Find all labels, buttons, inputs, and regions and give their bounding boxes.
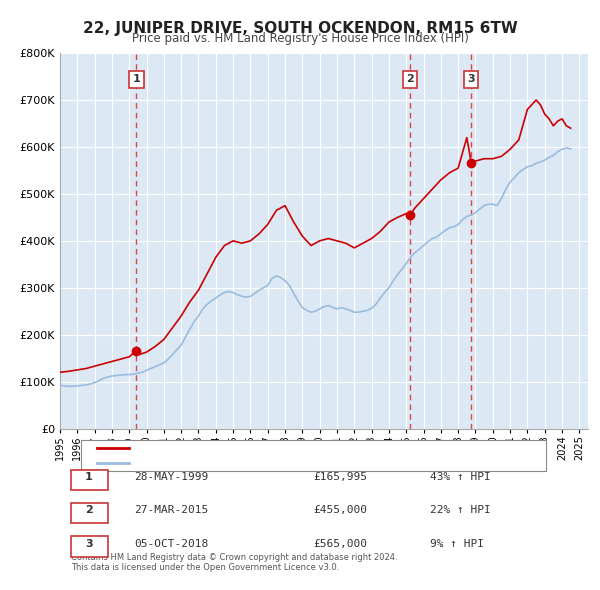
Text: 1: 1 <box>85 472 93 482</box>
FancyBboxPatch shape <box>71 470 107 490</box>
FancyBboxPatch shape <box>71 536 107 556</box>
Text: 3: 3 <box>85 539 93 549</box>
Text: £565,000: £565,000 <box>313 539 367 549</box>
Text: 1: 1 <box>133 74 140 84</box>
Text: HPI: Average price, detached house, Thurrock: HPI: Average price, detached house, Thur… <box>139 458 363 468</box>
Text: 22, JUNIPER DRIVE, SOUTH OCKENDON, RM15 6TW: 22, JUNIPER DRIVE, SOUTH OCKENDON, RM15 … <box>83 21 517 35</box>
Text: 9% ↑ HPI: 9% ↑ HPI <box>430 539 484 549</box>
FancyBboxPatch shape <box>71 503 107 523</box>
Text: 27-MAR-2015: 27-MAR-2015 <box>134 505 208 515</box>
Text: 22% ↑ HPI: 22% ↑ HPI <box>430 505 490 515</box>
Text: 3: 3 <box>467 74 475 84</box>
Text: 22, JUNIPER DRIVE, SOUTH OCKENDON, RM15 6TW (detached house): 22, JUNIPER DRIVE, SOUTH OCKENDON, RM15 … <box>139 443 479 453</box>
Text: Contains HM Land Registry data © Crown copyright and database right 2024.
This d: Contains HM Land Registry data © Crown c… <box>71 553 397 572</box>
Text: 2: 2 <box>406 74 414 84</box>
Text: 43% ↑ HPI: 43% ↑ HPI <box>430 472 490 482</box>
Text: 2: 2 <box>85 505 93 515</box>
Text: 28-MAY-1999: 28-MAY-1999 <box>134 472 208 482</box>
FancyBboxPatch shape <box>81 440 546 471</box>
Text: Price paid vs. HM Land Registry's House Price Index (HPI): Price paid vs. HM Land Registry's House … <box>131 32 469 45</box>
Text: £165,995: £165,995 <box>313 472 367 482</box>
Text: £455,000: £455,000 <box>313 505 367 515</box>
Text: 05-OCT-2018: 05-OCT-2018 <box>134 539 208 549</box>
